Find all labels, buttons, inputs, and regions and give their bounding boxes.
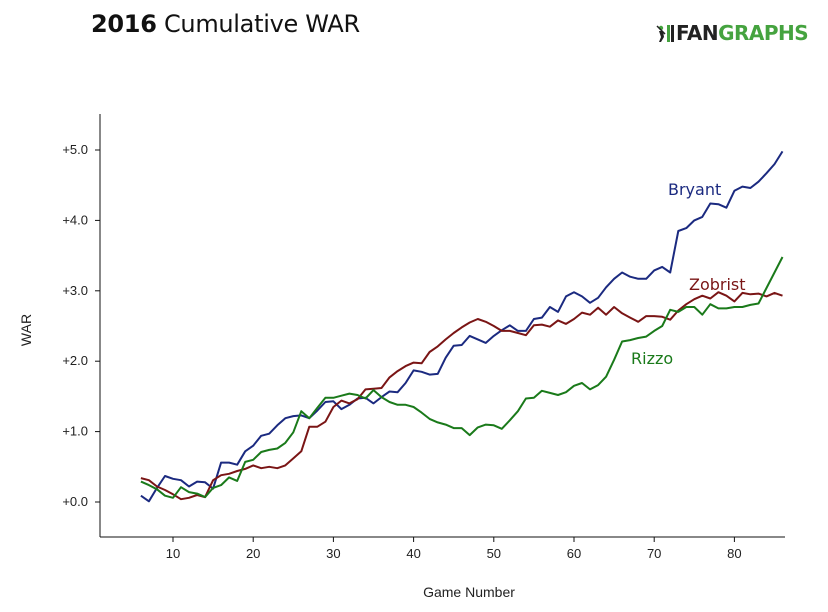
chart-axes: +0.0 +1.0 +2.0 +3.0 +4.0 +5.0 10 20 30 40 50 60 70 80 (62, 114, 785, 561)
y-tick-label: +0.0 (62, 494, 88, 509)
title-text: Cumulative WAR (163, 10, 360, 38)
fangraphs-logo: FAN GRAPHS (656, 20, 809, 46)
x-axis-label: Game Number (423, 584, 515, 600)
series-label-zobrist: Zobrist (689, 275, 746, 294)
x-tick-label: 10 (166, 546, 180, 561)
series-line-zobrist (140, 291, 783, 501)
chart-labels: Bryant Zobrist Rizzo (631, 180, 746, 368)
series-line-bryant (140, 150, 784, 503)
y-tick-label: +3.0 (62, 283, 88, 298)
y-tick-label: +1.0 (62, 424, 88, 439)
x-tick-label: 40 (406, 546, 420, 561)
x-tick-label: 30 (326, 546, 340, 561)
series-line-rizzo (140, 256, 784, 499)
title-year: 2016 (91, 10, 157, 38)
x-tick-label: 20 (246, 546, 260, 561)
y-tick-label: +5.0 (62, 142, 88, 157)
x-tick-label: 60 (567, 546, 581, 561)
y-tick-label: +2.0 (62, 353, 88, 368)
chart-series (140, 150, 784, 503)
batter-icon (656, 25, 674, 42)
y-axis-label: WAR (18, 314, 34, 346)
x-tick-label: 80 (727, 546, 741, 561)
series-label-rizzo: Rizzo (631, 349, 673, 368)
logo-graphs-text: GRAPHS (718, 21, 809, 45)
chart-title: 2016 Cumulative WAR (91, 10, 360, 38)
x-tick-label: 50 (487, 546, 501, 561)
y-tick-label: +4.0 (62, 212, 88, 227)
series-label-bryant: Bryant (668, 180, 721, 199)
logo-fan-text: FAN (676, 21, 719, 45)
x-tick-label: 70 (647, 546, 661, 561)
